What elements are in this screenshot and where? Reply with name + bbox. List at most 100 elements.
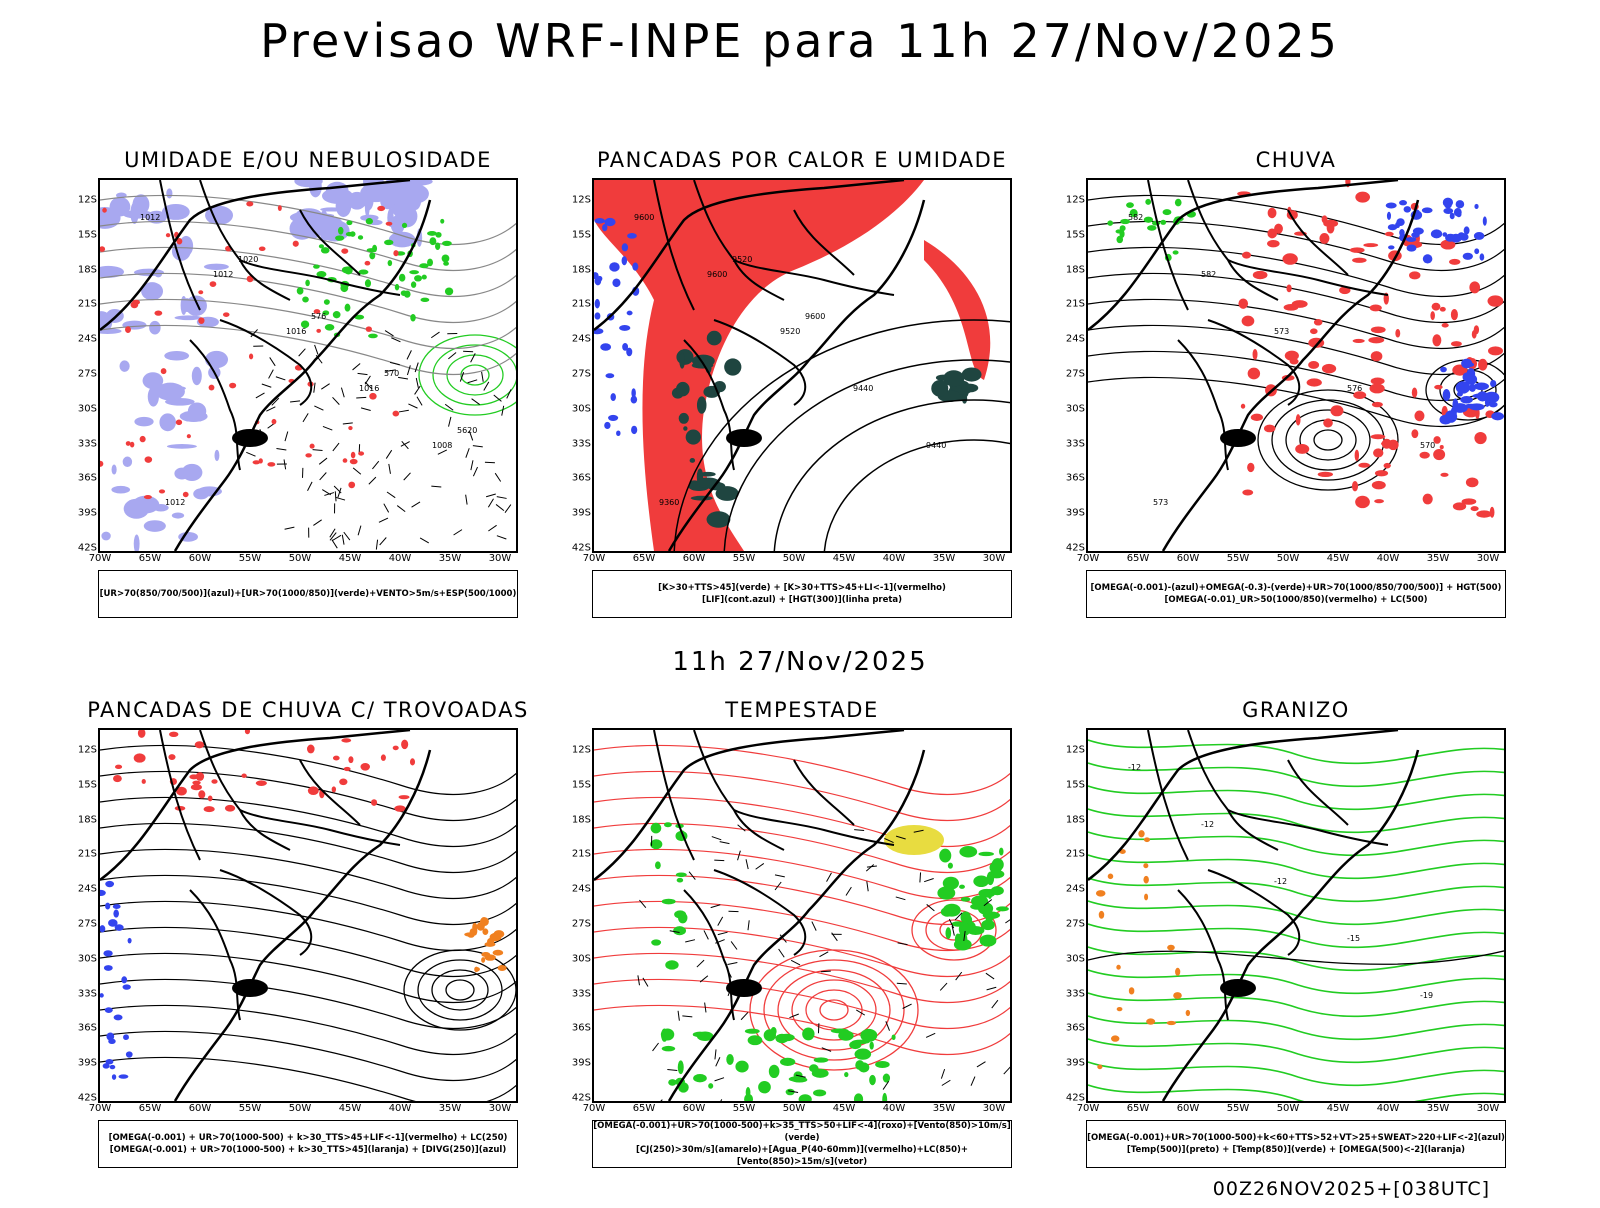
- field-blob: [410, 314, 415, 321]
- field-blob: [316, 329, 321, 333]
- lat-tick-label: 39S: [1066, 508, 1085, 519]
- field-blob: [123, 1034, 129, 1040]
- field-blob: [305, 280, 310, 287]
- field-blob: [1247, 463, 1254, 472]
- field-blob: [313, 264, 320, 268]
- lon-tick-label: 55W: [1227, 553, 1250, 564]
- field-blob: [1456, 200, 1465, 208]
- contour-label: 1008: [432, 441, 452, 450]
- contour-label: 9600: [707, 270, 727, 279]
- wind-vector: [1004, 1067, 1010, 1074]
- field-blob: [1147, 225, 1156, 231]
- wind-vector: [941, 1069, 944, 1078]
- wind-vector: [678, 1011, 679, 1021]
- wind-vector: [731, 941, 737, 949]
- field-blob: [1450, 213, 1455, 220]
- lat-tick-label: 27S: [572, 919, 591, 930]
- map-tempestade: [592, 728, 1012, 1103]
- field-blob: [121, 976, 127, 983]
- lat-tick-label: 42S: [572, 543, 591, 554]
- contour-label: 576: [1347, 384, 1362, 393]
- field-blob: [952, 921, 965, 926]
- field-blob: [991, 886, 1004, 895]
- contour-label: -12: [1201, 820, 1214, 829]
- field-blob: [1440, 307, 1446, 312]
- lat-tick-label: 21S: [78, 849, 97, 860]
- field-blob: [1322, 215, 1328, 223]
- field-blob: [802, 1028, 814, 1041]
- wind-vector: [775, 875, 785, 877]
- field-blob: [937, 886, 955, 899]
- field-blob: [1248, 368, 1260, 380]
- field-blob: [369, 393, 376, 400]
- country-border: [190, 890, 240, 1020]
- field-blob: [371, 799, 377, 806]
- field-blob: [691, 496, 713, 501]
- field-blob: [481, 952, 490, 957]
- field-blob: [167, 444, 197, 449]
- contour-ring: [446, 980, 474, 1000]
- lat-tick-label: 18S: [1066, 264, 1085, 275]
- lat-tick-label: 18S: [1066, 814, 1085, 825]
- field-blob: [962, 849, 968, 856]
- field-blob: [1319, 233, 1329, 244]
- field-blob: [188, 402, 206, 419]
- field-blob: [393, 746, 399, 751]
- field-blob: [1295, 444, 1309, 454]
- wind-vector: [992, 1000, 998, 1008]
- lat-tick-label: 15S: [78, 779, 97, 790]
- wind-vector: [1005, 917, 1010, 923]
- field-blob: [962, 384, 979, 393]
- lat-tick-label: 42S: [1066, 1093, 1085, 1104]
- field-blob: [214, 450, 219, 461]
- lon-tick-label: 60W: [683, 553, 706, 564]
- field-blob: [1350, 247, 1365, 253]
- field-blob: [627, 233, 637, 239]
- field-blob: [272, 419, 277, 424]
- field-blob: [1431, 229, 1442, 238]
- field-blob: [320, 207, 343, 211]
- field-blob: [342, 267, 351, 274]
- field-blob: [101, 532, 110, 541]
- wind-vector: [269, 370, 274, 379]
- field-blob: [198, 317, 204, 324]
- field-blob: [632, 263, 638, 271]
- field-blob: [662, 1046, 675, 1052]
- field-blob: [1463, 253, 1473, 260]
- field-blob: [1253, 349, 1258, 360]
- lon-tick-label: 35W: [439, 553, 462, 564]
- field-blob: [321, 247, 330, 253]
- country-border: [1288, 760, 1348, 825]
- field-blob: [1423, 494, 1433, 505]
- wind-vector: [416, 378, 418, 388]
- wind-vector: [319, 458, 327, 464]
- lat-tick-label: 33S: [1066, 438, 1085, 449]
- field-blob: [1432, 303, 1441, 311]
- field-blob: [1111, 1035, 1119, 1041]
- field-blob: [758, 1081, 771, 1093]
- field-blob: [164, 351, 189, 360]
- wind-vector: [655, 1100, 662, 1101]
- wind-vector: [299, 349, 306, 356]
- field-blob: [156, 383, 185, 401]
- field-blob: [392, 411, 399, 417]
- field-blob: [358, 235, 363, 239]
- field-blob: [622, 243, 628, 251]
- field-blob: [1290, 358, 1299, 364]
- field-blob: [679, 413, 689, 424]
- field-blob: [205, 351, 228, 368]
- lon-tick-label: 30W: [489, 1103, 512, 1114]
- field-blob: [1474, 204, 1478, 209]
- wind-vector: [653, 1043, 659, 1051]
- field-blob: [983, 912, 1000, 919]
- wind-vector: [748, 920, 749, 930]
- field-blob: [366, 326, 372, 332]
- field-blob: [348, 482, 355, 489]
- field-blob: [627, 311, 633, 316]
- field-blob: [1308, 361, 1319, 369]
- field-blob: [622, 343, 628, 351]
- field-blob: [195, 741, 204, 748]
